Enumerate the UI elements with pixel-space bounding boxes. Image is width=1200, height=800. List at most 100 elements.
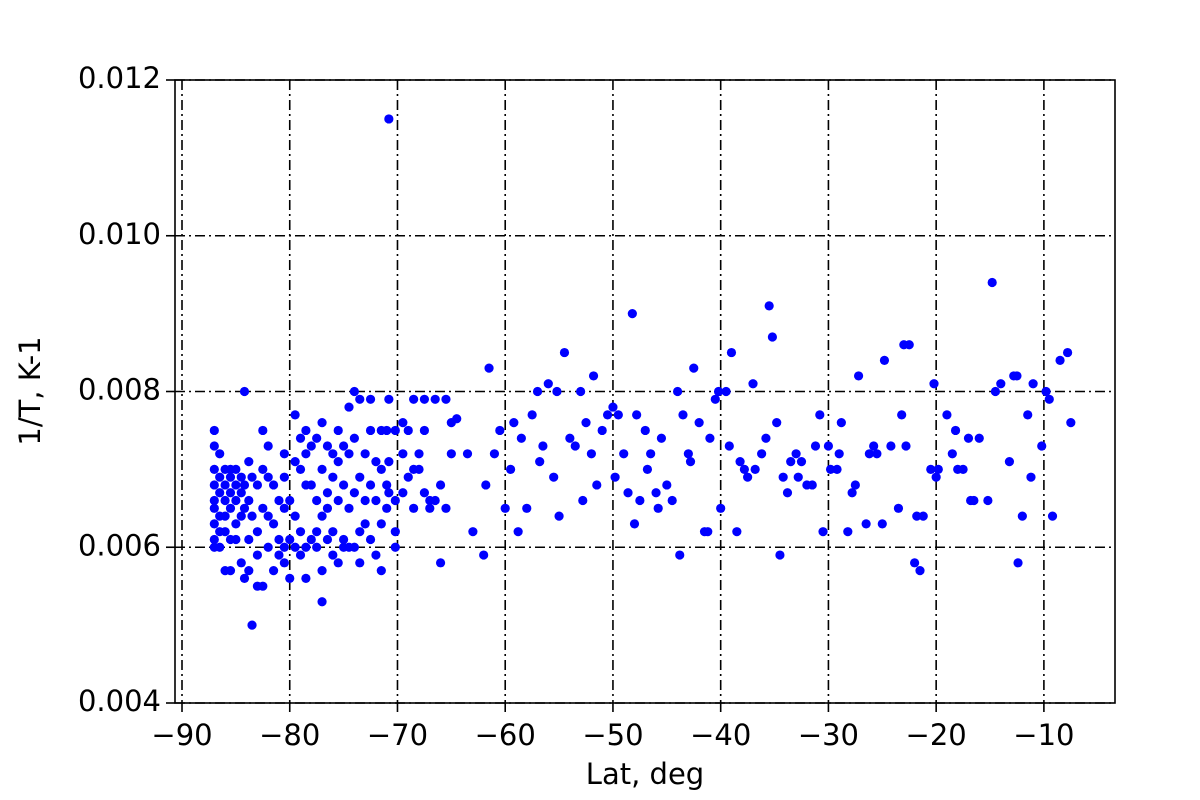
point bbox=[926, 464, 936, 474]
point bbox=[231, 464, 241, 474]
point bbox=[419, 425, 430, 436]
point bbox=[209, 441, 219, 451]
point bbox=[403, 472, 413, 482]
point bbox=[764, 301, 774, 311]
point bbox=[1055, 355, 1065, 365]
x-tick-label: −10 bbox=[1013, 718, 1074, 752]
point bbox=[996, 379, 1006, 389]
point bbox=[244, 566, 254, 576]
point bbox=[252, 527, 263, 537]
point bbox=[360, 519, 370, 529]
point bbox=[209, 425, 219, 436]
point bbox=[209, 464, 219, 474]
point bbox=[339, 534, 349, 545]
point bbox=[592, 480, 602, 490]
x-tick-label: −60 bbox=[475, 718, 536, 752]
point bbox=[807, 480, 817, 490]
point bbox=[220, 480, 230, 490]
point bbox=[365, 480, 376, 490]
point bbox=[516, 433, 526, 443]
point bbox=[527, 410, 537, 420]
point bbox=[901, 441, 911, 451]
point bbox=[739, 464, 749, 474]
point bbox=[912, 511, 922, 521]
point bbox=[915, 566, 925, 576]
point bbox=[834, 449, 844, 459]
point bbox=[258, 581, 268, 591]
point bbox=[371, 550, 381, 560]
point bbox=[786, 456, 796, 467]
point bbox=[623, 488, 633, 498]
point bbox=[767, 332, 777, 342]
point bbox=[333, 495, 343, 506]
point bbox=[864, 449, 874, 459]
point bbox=[646, 449, 656, 459]
point bbox=[231, 480, 241, 490]
point bbox=[215, 488, 225, 498]
point bbox=[355, 394, 365, 404]
point bbox=[244, 495, 254, 506]
point bbox=[586, 449, 597, 459]
point bbox=[301, 573, 311, 584]
point bbox=[268, 519, 279, 529]
x-tick-label: −90 bbox=[151, 718, 212, 752]
point bbox=[578, 495, 588, 506]
point bbox=[290, 511, 300, 521]
point bbox=[893, 503, 904, 513]
point bbox=[215, 472, 225, 482]
x-tick-label: −50 bbox=[582, 718, 643, 752]
point bbox=[836, 418, 846, 428]
point bbox=[382, 503, 392, 513]
point bbox=[317, 597, 327, 607]
point bbox=[236, 488, 246, 498]
point bbox=[983, 495, 993, 506]
point bbox=[479, 550, 489, 560]
point bbox=[225, 472, 236, 482]
point bbox=[662, 480, 672, 490]
point bbox=[236, 472, 246, 482]
point bbox=[365, 425, 376, 436]
x-tick-label: −40 bbox=[690, 718, 751, 752]
point bbox=[328, 527, 338, 537]
point bbox=[757, 449, 767, 459]
point bbox=[215, 542, 225, 552]
point bbox=[853, 371, 864, 381]
point bbox=[236, 558, 246, 568]
point bbox=[1004, 456, 1015, 467]
point bbox=[220, 511, 230, 521]
y-tick-label: 0.004 bbox=[78, 684, 161, 718]
point bbox=[384, 114, 394, 124]
point bbox=[333, 558, 343, 568]
point bbox=[263, 511, 273, 521]
point bbox=[554, 511, 564, 521]
x-tick-label: −70 bbox=[367, 718, 428, 752]
point bbox=[339, 480, 349, 490]
point bbox=[958, 464, 968, 474]
point bbox=[244, 534, 254, 545]
point bbox=[209, 519, 219, 529]
point bbox=[538, 441, 548, 451]
point bbox=[1026, 472, 1036, 482]
point bbox=[667, 495, 677, 506]
point bbox=[918, 511, 928, 521]
point bbox=[247, 472, 257, 482]
point bbox=[390, 425, 400, 436]
point bbox=[306, 534, 316, 545]
point bbox=[295, 527, 306, 537]
point bbox=[724, 441, 734, 451]
point bbox=[244, 456, 254, 467]
point bbox=[452, 414, 462, 424]
point bbox=[1037, 441, 1047, 451]
point bbox=[872, 449, 882, 459]
point bbox=[247, 511, 257, 521]
point bbox=[793, 472, 803, 482]
point bbox=[376, 519, 386, 529]
point bbox=[398, 488, 408, 498]
point bbox=[843, 527, 853, 537]
point bbox=[263, 441, 273, 451]
point bbox=[430, 495, 440, 506]
point bbox=[382, 425, 392, 436]
point bbox=[969, 495, 979, 506]
point bbox=[462, 449, 473, 459]
point bbox=[489, 449, 500, 459]
